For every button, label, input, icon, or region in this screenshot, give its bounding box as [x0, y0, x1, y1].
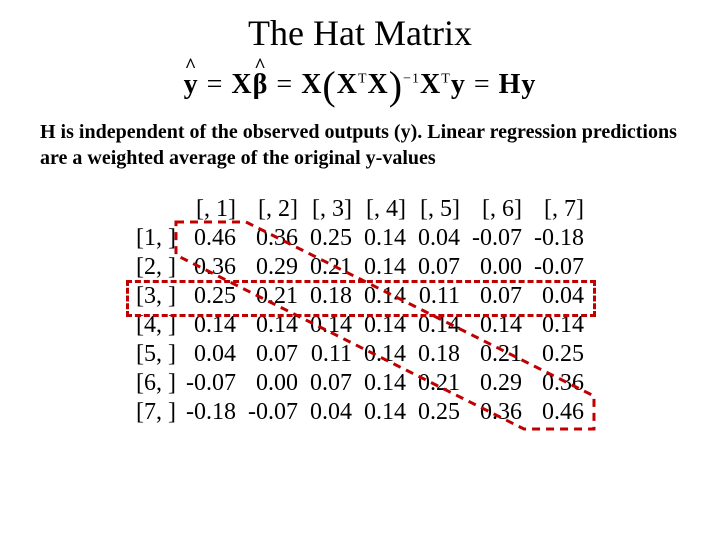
- col-header: [, 4]: [358, 195, 412, 224]
- matrix-cell: 0.14: [358, 253, 412, 282]
- matrix-cell: 0.14: [358, 398, 412, 427]
- matrix-cell: 0.14: [466, 311, 528, 340]
- matrix-cell: 0.07: [466, 282, 528, 311]
- col-header: [, 5]: [412, 195, 466, 224]
- col-header: [, 6]: [466, 195, 528, 224]
- col-header: [, 3]: [304, 195, 358, 224]
- hat-matrix-table: [, 1][, 2][, 3][, 4][, 5][, 6][, 7][1, ]…: [130, 195, 590, 427]
- hat-matrix-equation: y = Xβ = X(XTX)−1XTy = Hy: [0, 62, 720, 109]
- row-header: [3, ]: [130, 282, 180, 311]
- matrix-cell: 0.14: [304, 311, 358, 340]
- matrix-cell: 0.21: [466, 340, 528, 369]
- col-header: [, 7]: [528, 195, 590, 224]
- matrix-cell: 0.25: [412, 398, 466, 427]
- matrix-cell: 0.36: [242, 224, 304, 253]
- matrix-cell: 0.04: [528, 282, 590, 311]
- matrix-cell: -0.07: [528, 253, 590, 282]
- matrix-cell: 0.36: [528, 369, 590, 398]
- matrix-cell: 0.21: [412, 369, 466, 398]
- table-row: [4, ]0.140.140.140.140.140.140.14: [130, 311, 590, 340]
- matrix-cell: -0.07: [466, 224, 528, 253]
- matrix-cell: 0.46: [180, 224, 242, 253]
- matrix-cell: 0.29: [466, 369, 528, 398]
- matrix-cell: 0.18: [412, 340, 466, 369]
- matrix-cell: 0.14: [358, 340, 412, 369]
- matrix-cell: 0.14: [528, 311, 590, 340]
- matrix-cell: 0.04: [304, 398, 358, 427]
- row-header: [6, ]: [130, 369, 180, 398]
- matrix-cell: 0.29: [242, 253, 304, 282]
- matrix-cell: 0.14: [358, 369, 412, 398]
- matrix-cell: 0.14: [412, 311, 466, 340]
- row-header: [7, ]: [130, 398, 180, 427]
- table-row: [2, ]0.360.290.210.140.070.00-0.07: [130, 253, 590, 282]
- matrix-cell: 0.14: [358, 311, 412, 340]
- row-header: [5, ]: [130, 340, 180, 369]
- matrix-cell: 0.07: [304, 369, 358, 398]
- matrix-cell: 0.36: [180, 253, 242, 282]
- matrix-cell: -0.07: [180, 369, 242, 398]
- matrix-cell: 0.11: [412, 282, 466, 311]
- col-header: [, 2]: [242, 195, 304, 224]
- col-header: [, 1]: [180, 195, 242, 224]
- y-hat: y: [184, 69, 199, 101]
- matrix-cell: 0.04: [412, 224, 466, 253]
- beta-hat: β: [253, 69, 269, 101]
- matrix-cell: 0.14: [358, 224, 412, 253]
- table-row: [6, ]-0.070.000.070.140.210.290.36: [130, 369, 590, 398]
- matrix-cell: 0.21: [304, 253, 358, 282]
- matrix-container: [, 1][, 2][, 3][, 4][, 5][, 6][, 7][1, ]…: [60, 195, 660, 427]
- page-title: The Hat Matrix: [0, 12, 720, 54]
- matrix-cell: 0.07: [412, 253, 466, 282]
- table-row: [7, ]-0.18-0.070.040.140.250.360.46: [130, 398, 590, 427]
- row-header: [4, ]: [130, 311, 180, 340]
- matrix-cell: -0.18: [528, 224, 590, 253]
- matrix-cell: 0.07: [242, 340, 304, 369]
- matrix-cell: 0.11: [304, 340, 358, 369]
- table-row: [1, ]0.460.360.250.140.04-0.07-0.18: [130, 224, 590, 253]
- matrix-cell: 0.25: [180, 282, 242, 311]
- matrix-cell: 0.04: [180, 340, 242, 369]
- matrix-cell: 0.36: [466, 398, 528, 427]
- row-header: [2, ]: [130, 253, 180, 282]
- matrix-cell: 0.00: [466, 253, 528, 282]
- subtitle-text: H is independent of the observed outputs…: [40, 119, 680, 171]
- row-header: [1, ]: [130, 224, 180, 253]
- matrix-cell: -0.18: [180, 398, 242, 427]
- matrix-cell: 0.14: [180, 311, 242, 340]
- matrix-cell: -0.07: [242, 398, 304, 427]
- table-row: [5, ]0.040.070.110.140.180.210.25: [130, 340, 590, 369]
- matrix-cell: 0.14: [242, 311, 304, 340]
- col-header-blank: [130, 195, 180, 224]
- matrix-cell: 0.00: [242, 369, 304, 398]
- table-row: [3, ]0.250.210.180.140.110.070.04: [130, 282, 590, 311]
- matrix-cell: 0.18: [304, 282, 358, 311]
- matrix-cell: 0.14: [358, 282, 412, 311]
- matrix-cell: 0.21: [242, 282, 304, 311]
- matrix-cell: 0.25: [304, 224, 358, 253]
- matrix-cell: 0.46: [528, 398, 590, 427]
- matrix-cell: 0.25: [528, 340, 590, 369]
